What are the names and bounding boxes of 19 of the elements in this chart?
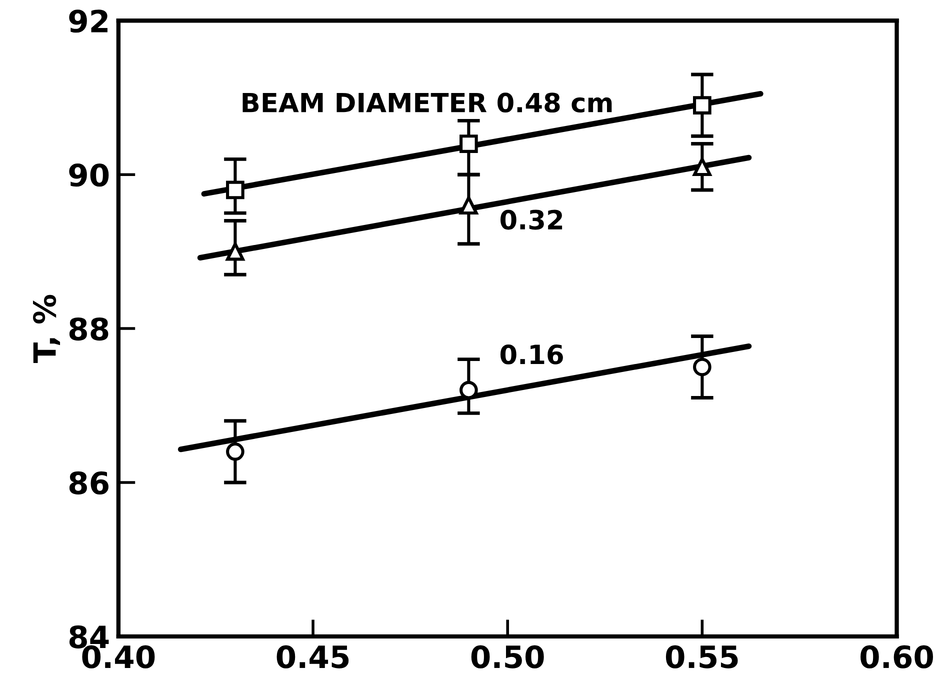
point [693, 358, 712, 376]
series-label: 0.32 [500, 210, 562, 230]
point [226, 442, 244, 461]
point [460, 134, 478, 153]
series-label: 0.16 [500, 344, 563, 364]
point [693, 96, 712, 114]
y-tick-label: 86 [69, 471, 108, 495]
y-tick-label: 92 [69, 10, 108, 33]
x-tick-label: 0.50 [471, 645, 544, 668]
point [460, 196, 478, 215]
x-tick-label: 0.55 [666, 645, 738, 668]
y-tick-label: 88 [69, 317, 108, 341]
point [226, 180, 244, 200]
x-tick-label: 0.45 [276, 645, 349, 668]
series-label: BEAM DIAMETER 0.48 cm [242, 92, 612, 113]
y-tick-label: 90 [69, 164, 109, 187]
y-axis-title: T, % [33, 294, 60, 364]
x-tick-label: 0.60 [860, 645, 933, 668]
point [226, 242, 244, 261]
